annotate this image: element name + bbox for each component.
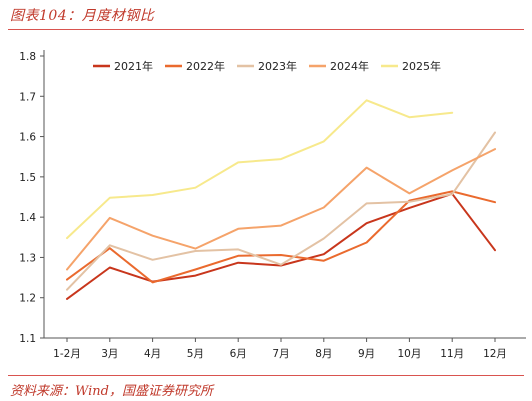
series-line-2022 <box>66 190 496 284</box>
series-line-2021 <box>66 192 496 300</box>
legend-label: 2023年 <box>258 59 297 73</box>
y-tick-label: 1.8 <box>19 51 36 63</box>
x-tick-label: 10月 <box>397 348 421 360</box>
x-tick-label: 1-2月 <box>53 348 81 360</box>
top-rule <box>8 29 524 30</box>
series-line-2023 <box>66 131 496 291</box>
series-line-2024 <box>66 148 496 271</box>
y-tick-label: 1.4 <box>19 212 36 224</box>
legend-label: 2025年 <box>402 59 441 73</box>
y-tick-label: 1.7 <box>19 91 36 103</box>
y-tick-label: 1.3 <box>19 252 36 264</box>
legend-label: 2024年 <box>330 59 369 73</box>
source-note: 资料来源：Wind，国盛证券研究所 <box>10 384 213 399</box>
x-tick-label: 8月 <box>315 348 332 360</box>
x-tick-label: 7月 <box>272 348 289 360</box>
y-tick-label: 1.6 <box>19 132 36 144</box>
series-line-2025 <box>66 99 454 240</box>
x-tick-label: 3月 <box>101 348 118 360</box>
bottom-rule <box>8 375 524 376</box>
y-tick-label: 1.2 <box>19 293 36 305</box>
x-tick-label: 6月 <box>230 348 247 360</box>
x-tick-label: 4月 <box>144 348 161 360</box>
y-tick-label: 1.1 <box>19 333 36 345</box>
x-tick-label: 12月 <box>483 348 507 360</box>
legend-label: 2021年 <box>114 59 153 73</box>
y-tick-label: 1.5 <box>19 172 36 184</box>
x-tick-label: 9月 <box>358 348 375 360</box>
x-tick-label: 11月 <box>440 348 464 360</box>
figure-title: 图表104：月度材钢比 <box>10 8 155 24</box>
legend-label: 2022年 <box>186 59 225 73</box>
x-tick-label: 5月 <box>187 348 204 360</box>
